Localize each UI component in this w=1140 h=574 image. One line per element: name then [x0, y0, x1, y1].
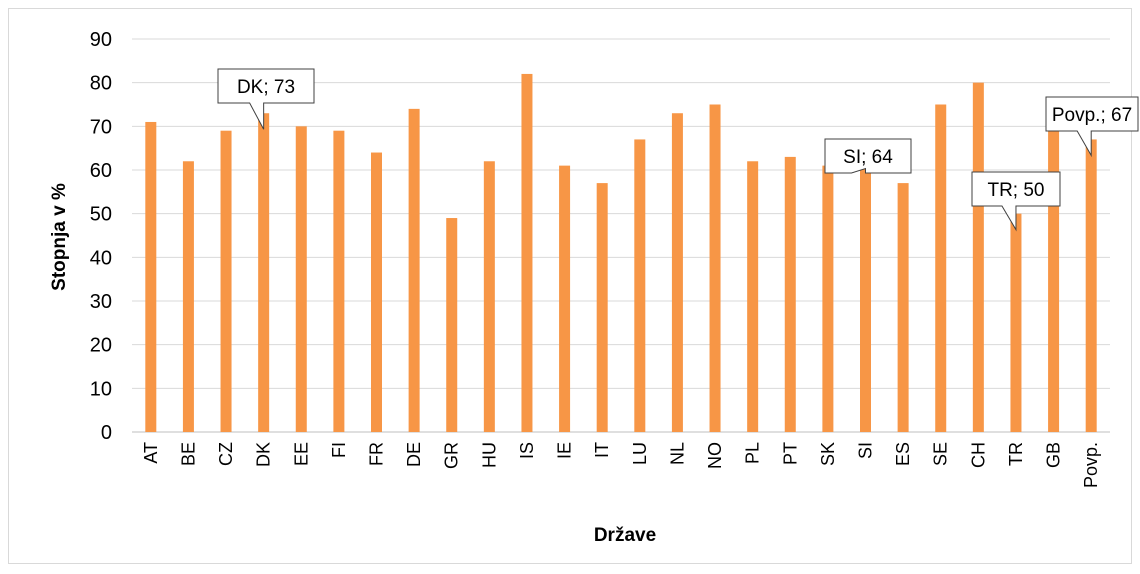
bar [1085, 139, 1097, 432]
x-tick-label: CH [968, 442, 988, 468]
x-tick-label: FI [329, 442, 349, 458]
callout-label: Povp.; 67 [1052, 105, 1132, 126]
callout: TR; 50 [971, 171, 1061, 232]
y-axis-title: Stopnja v % [49, 183, 70, 291]
bar [860, 152, 871, 433]
bar [671, 113, 683, 432]
x-tick-label: GB [1044, 442, 1064, 468]
x-tick-label: SE [931, 442, 951, 466]
x-tick-label: DK [254, 442, 274, 467]
bar [747, 161, 759, 432]
bar [182, 161, 194, 432]
bars [145, 73, 1097, 433]
x-tick-label: NO [705, 442, 725, 469]
bar [935, 104, 947, 432]
callout-label: TR; 50 [987, 180, 1044, 201]
x-tick-label: IE [555, 442, 575, 459]
bar [897, 183, 909, 432]
y-tick-label: 90 [90, 29, 112, 51]
x-tick-label: HU [479, 442, 499, 468]
bar [822, 165, 834, 432]
x-tick-label: AT [141, 442, 161, 464]
x-tick-label: NL [667, 442, 687, 465]
x-tick-label: Povp. [1081, 442, 1101, 488]
bar [521, 73, 533, 432]
x-tick-label: CZ [216, 442, 236, 466]
bar [408, 108, 420, 432]
callout-label: DK; 73 [237, 77, 295, 98]
x-tick-label: PL [743, 442, 763, 464]
bar [559, 165, 571, 432]
y-tick-labels: 0 10 20 30 40 50 60 70 80 90 [90, 29, 112, 444]
x-axis-title: Države [594, 525, 656, 546]
y-tick-label: 10 [90, 378, 112, 400]
callout: Povp.; 67 [1045, 96, 1139, 158]
y-tick-label: 60 [90, 160, 112, 182]
callout-box [1045, 96, 1139, 158]
x-tick-label: LU [630, 442, 650, 465]
bar [709, 104, 721, 432]
x-tick-label: TR [1006, 442, 1026, 466]
x-tick-label: GR [442, 442, 462, 469]
x-tick-label: PT [780, 442, 800, 465]
y-tick-label: 20 [90, 335, 112, 357]
y-tick-label: 30 [90, 291, 112, 313]
x-tick-label: IT [592, 442, 612, 458]
bar [258, 113, 270, 432]
x-tick-label: ES [893, 442, 913, 466]
bar [972, 82, 984, 433]
callout: DK; 73 [217, 68, 315, 130]
bar [145, 121, 157, 432]
bar [634, 139, 646, 432]
bar [446, 218, 458, 432]
callout-box [824, 138, 912, 174]
x-tick-label: DE [404, 442, 424, 467]
bar [1010, 213, 1022, 432]
bar [483, 161, 495, 432]
x-tick-label: EE [291, 442, 311, 466]
bar [371, 152, 382, 433]
y-tick-label: 50 [90, 204, 112, 226]
x-tick-label: SK [818, 442, 838, 466]
y-tick-label: 80 [90, 73, 112, 95]
bar [1048, 130, 1060, 432]
callout-box [217, 68, 315, 130]
bar [333, 130, 345, 432]
x-tick-label: SI [856, 442, 876, 459]
y-tick-label: 70 [90, 116, 112, 138]
x-tick-label: FR [367, 442, 387, 466]
bar [220, 130, 232, 432]
x-tick-labels: AT BE CZ DK EE FI FR DE GR HU IS IE IT LU NL NO PL PT SK SI… [141, 442, 1101, 488]
bar [596, 183, 608, 432]
x-tick-label: BE [178, 442, 198, 466]
callout-label: SI; 64 [843, 147, 893, 168]
callouts: DK; 73 SI; 64 TR; 50 Povp.; 67 [217, 68, 1139, 232]
callout-box [971, 171, 1061, 232]
y-tick-label: 0 [101, 422, 112, 444]
bar [295, 126, 307, 432]
bar [784, 156, 796, 432]
callout: SI; 64 [824, 138, 912, 174]
x-tick-label: IS [517, 442, 537, 459]
y-tick-label: 40 [90, 247, 112, 269]
